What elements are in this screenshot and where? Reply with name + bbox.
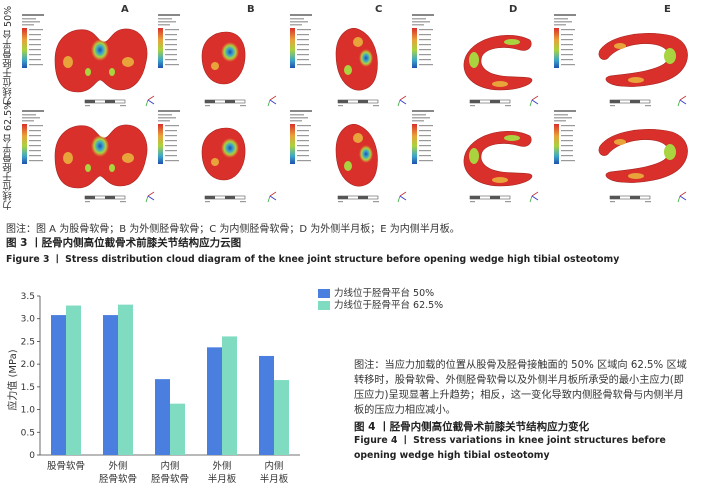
femoral-cartilage-model-row2 [54, 124, 148, 189]
y-tick-label: 2.5 [21, 337, 35, 347]
figure-4-caption-zh: 图 4 丨胫骨内侧高位截骨术前膝关节结构应力变化 [354, 421, 590, 433]
medial-tibial-cartilage-model-row1 [335, 28, 378, 91]
figure-3-stress-cloud: A B C D E 力线位于胫骨平台 50% 力线位于胫骨平台 62.5% [0, 0, 710, 214]
column-label-b: B [247, 4, 255, 15]
column-label-c: C [375, 4, 383, 15]
column-label-a: A [121, 4, 129, 15]
legend-swatch-1 [318, 289, 330, 298]
chart-y-axis-label: 应力值 (MPa) [6, 349, 19, 410]
figure-3-caption-en: Figure 3 丨 Stress distribution cloud dia… [6, 254, 620, 265]
x-tick-label: 内侧胫骨软骨 [151, 460, 189, 485]
figure-3-caption-zh: 图 3 丨胫骨内侧高位截骨术前膝关节结构应力云图 [6, 237, 242, 249]
chart-bars [51, 304, 289, 455]
column-label-d: D [509, 4, 518, 15]
x-tick-label: 外侧半月板 [208, 460, 237, 485]
bar-series2-2 [118, 304, 133, 455]
legend-label-62-5: 力线位于胫骨平台 62.5% [334, 300, 444, 311]
bar-series1-4 [207, 347, 222, 455]
medial-meniscus-model-row2 [598, 129, 688, 183]
lateral-meniscus-model-row1 [463, 34, 533, 91]
y-tick-label: 3.0 [21, 315, 36, 325]
bar-series2-1 [66, 305, 81, 455]
stress-cloud-panels [22, 14, 688, 203]
legend-swatch-2 [318, 301, 330, 310]
y-tick-label: 1.5 [21, 383, 35, 393]
femoral-cartilage-model-row1 [54, 28, 148, 93]
lateral-tibial-cartilage-model-row1 [201, 31, 246, 85]
bar-series1-1 [51, 315, 66, 455]
bar-series2-5 [274, 380, 289, 455]
legend-label-50: 力线位于胫骨平台 50% [334, 288, 435, 299]
y-tick-label: 0 [29, 451, 35, 461]
lateral-tibial-cartilage-model-row2 [201, 127, 246, 181]
figure-4-note: 图注：当应力加载的位置从股骨及胫骨接触面的 50% 区域向 62.5% 区域转移… [354, 360, 687, 416]
y-tick-label: 2.0 [21, 360, 36, 370]
medial-tibial-cartilage-model-row2 [335, 124, 378, 187]
column-label-e: E [664, 4, 671, 15]
lateral-meniscus-model-row2 [463, 130, 533, 187]
y-tick-label: 3.5 [21, 292, 35, 302]
bar-series1-3 [155, 379, 170, 455]
chart-legend-labels: 力线位于胫骨平台 50% 力线位于胫骨平台 62.5% [334, 288, 443, 312]
bar-series2-4 [222, 336, 237, 455]
bar-series1-5 [259, 355, 274, 455]
y-tick-label: 0.5 [21, 428, 35, 438]
y-tick-label: 1.0 [21, 406, 36, 416]
x-tick-label: 内侧半月板 [260, 460, 289, 485]
figure-4-caption-en: Figure 4 丨 Stress variations in knee joi… [354, 435, 666, 461]
bar-series1-2 [103, 315, 118, 455]
x-tick-label: 外侧胫骨软骨 [99, 460, 137, 485]
figure-4-bar-chart: 应力值 (MPa) 0 0.5 1.0 1.5 2.0 2.5 3.0 3.5 股骨软骨 外侧胫… [6, 289, 330, 485]
figure-3-note: 图注：图 A 为股骨软骨；B 为外侧胫骨软骨；C 为内侧胫骨软骨；D 为外侧半月… [6, 224, 460, 235]
bar-series2-3 [170, 403, 185, 455]
x-tick-label: 股骨软骨 [47, 460, 85, 472]
medial-meniscus-model-row1 [598, 33, 688, 87]
chart-legend [318, 289, 330, 310]
